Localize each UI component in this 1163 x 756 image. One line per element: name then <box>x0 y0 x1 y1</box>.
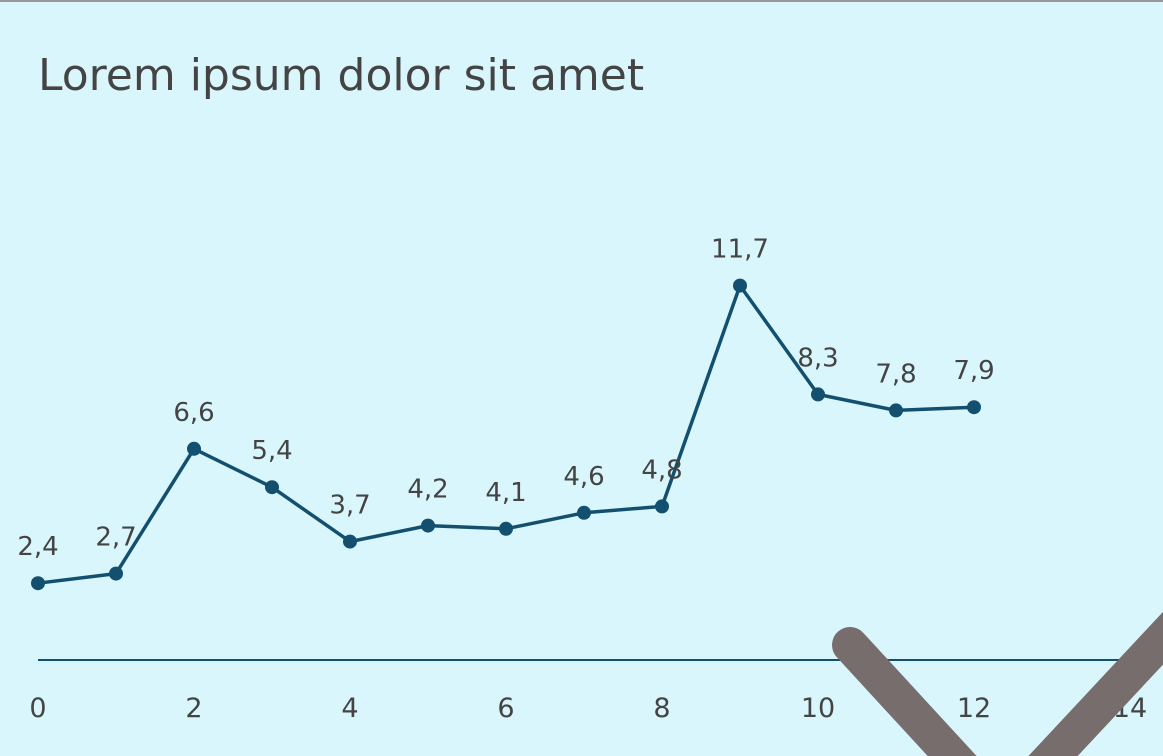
value-label: 2,4 <box>17 532 58 562</box>
point <box>109 566 123 581</box>
x-tick-label: 12 <box>957 693 991 724</box>
point <box>421 518 435 533</box>
value-label: 4,6 <box>563 462 604 492</box>
point <box>889 403 903 418</box>
close-overlay <box>832 611 1163 756</box>
value-label: 8,3 <box>797 343 838 373</box>
value-label: 4,8 <box>641 455 682 485</box>
point <box>577 505 591 520</box>
x-tick-label: 0 <box>29 693 46 724</box>
x-tick-label: 4 <box>341 693 358 724</box>
x-tick-label: 2 <box>185 693 202 724</box>
x-tick-label: 8 <box>653 693 670 724</box>
overlay-stroke <box>1028 611 1163 756</box>
x-tick-label: 6 <box>497 693 514 724</box>
point <box>343 534 357 549</box>
overlay-stroke <box>832 627 977 756</box>
point <box>187 441 201 456</box>
value-label: 5,4 <box>251 436 292 466</box>
value-label: 4,2 <box>407 475 448 505</box>
value-label: 7,9 <box>953 356 994 386</box>
point <box>967 400 981 415</box>
value-label: 2,7 <box>95 523 136 553</box>
point <box>811 387 825 402</box>
value-label: 11,7 <box>711 235 769 265</box>
point <box>655 499 669 514</box>
value-label: 7,8 <box>875 359 916 389</box>
value-label: 6,6 <box>173 398 214 428</box>
chart-title: Lorem ipsum dolor sit amet <box>38 50 644 101</box>
plot: 0 2 4 6 8 10 12 142,4 2,76,65,43,74,2 4,14,6 4,811… <box>17 235 1147 724</box>
value-label: 4,1 <box>485 478 526 508</box>
x-tick-label: 10 <box>801 693 835 724</box>
point <box>499 521 513 536</box>
point <box>31 576 45 591</box>
point <box>733 278 747 293</box>
point <box>265 480 279 495</box>
value-label: 3,7 <box>329 491 370 521</box>
